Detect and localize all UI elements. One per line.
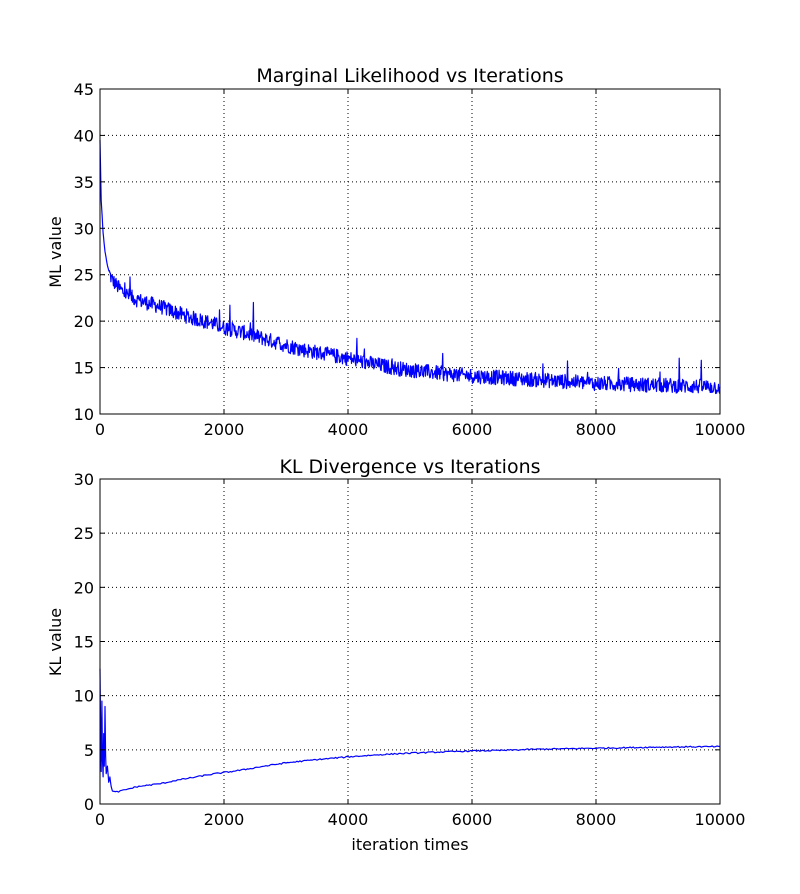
ml-x-tick-label: 6000 (452, 420, 493, 439)
ml-x-tick-label: 8000 (576, 420, 617, 439)
kl-x-tick-label: 4000 (328, 810, 369, 829)
kl-y-tick-label: 10 (74, 687, 94, 706)
ml-y-tick-label: 30 (74, 219, 94, 238)
ml-y-tick-label: 25 (74, 266, 94, 285)
ml-x-tick-label: 10000 (695, 420, 746, 439)
ml-x-tick-label: 0 (95, 420, 105, 439)
ml-y-tick-label: 35 (74, 173, 94, 192)
ml-plot-frame (99, 88, 721, 415)
ml-y-tick-label: 40 (74, 126, 94, 145)
kl-grid (100, 479, 720, 804)
ml-y-axis-label: ML value (46, 216, 65, 288)
kl-x-tick-label: 2000 (204, 810, 245, 829)
ml-y-tick-label: 45 (74, 80, 94, 99)
kl-x-tick-label: 0 (95, 810, 105, 829)
ml-series-group (99, 140, 721, 395)
kl-x-tick-label: 8000 (576, 810, 617, 829)
ml-y-tick-label: 10 (74, 405, 94, 424)
ml-y-ticks: 10 15 20 25 30 35 40 45 (74, 80, 720, 424)
kl-y-tick-label: 0 (84, 795, 94, 814)
kl-y-axis-label: KL value (46, 608, 65, 676)
kl-y-tick-label: 5 (84, 741, 94, 760)
kl-x-ticks: 0 2000 4000 6000 8000 10000 (95, 479, 746, 829)
ml-grid (100, 89, 720, 414)
kl-series-group (99, 668, 721, 793)
kl-y-tick-label: 15 (74, 633, 94, 652)
kl-y-tick-label: 20 (74, 578, 94, 597)
ml-x-tick-label: 2000 (204, 420, 245, 439)
kl-x-tick-label: 6000 (452, 810, 493, 829)
ml-y-tick-label: 15 (74, 359, 94, 378)
kl-y-ticks: 0 5 10 15 20 25 30 (74, 470, 720, 814)
kl-series-line (99, 668, 721, 793)
ml-chart-title: Marginal Likelihood vs Iterations (256, 65, 563, 87)
ml-series-line (99, 140, 721, 395)
kl-chart-title: KL Divergence vs Iterations (279, 456, 540, 478)
ml-x-tick-label: 4000 (328, 420, 369, 439)
ml-x-ticks: 0 2000 4000 6000 8000 10000 (95, 89, 746, 439)
kl-y-tick-label: 25 (74, 524, 94, 543)
ml-y-tick-label: 20 (74, 312, 94, 331)
kl-x-axis-label: iteration times (351, 835, 468, 854)
ml-chart: 0 2000 4000 6000 8000 10000 1015202530354045 … (46, 65, 745, 439)
kl-chart: 0 2000 4000 6000 8000 10000 0 5 10 15 20 25 30 KL D… (46, 456, 745, 854)
kl-y-tick-label: 30 (74, 470, 94, 489)
kl-x-tick-label: 10000 (695, 810, 746, 829)
